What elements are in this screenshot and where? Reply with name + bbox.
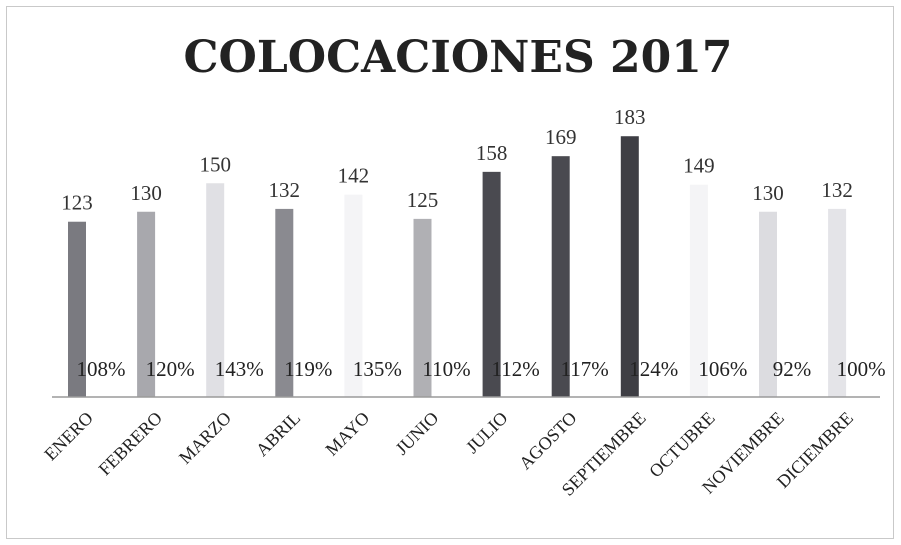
- value-label-diciembre: 132: [821, 178, 853, 202]
- percent-label-octubre: 106%: [698, 357, 747, 381]
- value-label-octubre: 149: [683, 154, 715, 178]
- value-label-julio: 158: [476, 141, 508, 165]
- x-tick-label-abril: ABRIL: [252, 408, 304, 460]
- value-label-abril: 132: [269, 178, 301, 202]
- bar-junio: [413, 218, 432, 397]
- percent-label-junio: 110%: [422, 357, 470, 381]
- percent-label-enero: 108%: [77, 357, 126, 381]
- percent-label-abril: 119%: [284, 357, 332, 381]
- chart-title: COLOCACIONES 2017: [183, 32, 732, 83]
- value-label-junio: 125: [407, 188, 439, 212]
- value-label-marzo: 150: [199, 152, 231, 176]
- x-tick-label-enero: ENERO: [40, 408, 97, 465]
- bar-marzo: [206, 183, 225, 397]
- percent-label-septiembre: 124%: [629, 357, 678, 381]
- value-label-mayo: 142: [338, 164, 370, 188]
- x-tick-label-junio: JUNIO: [391, 408, 442, 459]
- bar-julio: [482, 171, 501, 397]
- bar-abril: [275, 208, 294, 397]
- percent-label-febrero: 120%: [146, 357, 195, 381]
- percent-label-agosto: 117%: [561, 357, 609, 381]
- value-label-agosto: 169: [545, 125, 577, 149]
- bar-agosto: [551, 156, 570, 397]
- percent-label-diciembre: 100%: [837, 357, 886, 381]
- percent-label-julio: 112%: [491, 357, 539, 381]
- bar-octubre: [689, 184, 708, 397]
- value-labels-layer: 123 130 150 132 142 125 158 169 183 149 130 132: [61, 105, 853, 215]
- x-tick-label-julio: JULIO: [462, 408, 511, 457]
- x-tick-label-agosto: AGOSTO: [515, 408, 581, 474]
- value-label-febrero: 130: [130, 181, 162, 205]
- bar-febrero: [137, 211, 156, 397]
- x-tick-label-marzo: MARZO: [175, 408, 235, 468]
- bar-septiembre: [620, 136, 639, 397]
- percent-label-mayo: 135%: [353, 357, 402, 381]
- percent-labels-layer: 108% 120% 143% 119% 135% 110% 112% 117% 124% 106%…: [77, 357, 886, 381]
- bar-enero: [68, 221, 86, 397]
- bar-diciembre: [828, 208, 847, 397]
- bar-noviembre: [759, 211, 777, 397]
- value-label-noviembre: 130: [752, 181, 784, 205]
- x-tick-label-mayo: MAYO: [321, 408, 373, 460]
- x-tick-label-octubre: OCTUBRE: [645, 408, 719, 482]
- percent-label-noviembre: 92%: [773, 357, 812, 381]
- percent-label-marzo: 143%: [215, 357, 264, 381]
- value-label-septiembre: 183: [614, 105, 646, 129]
- bars-layer: [68, 136, 847, 397]
- bar-mayo: [344, 194, 363, 397]
- value-label-enero: 123: [61, 191, 93, 215]
- x-tick-label-febrero: FEBRERO: [95, 408, 166, 479]
